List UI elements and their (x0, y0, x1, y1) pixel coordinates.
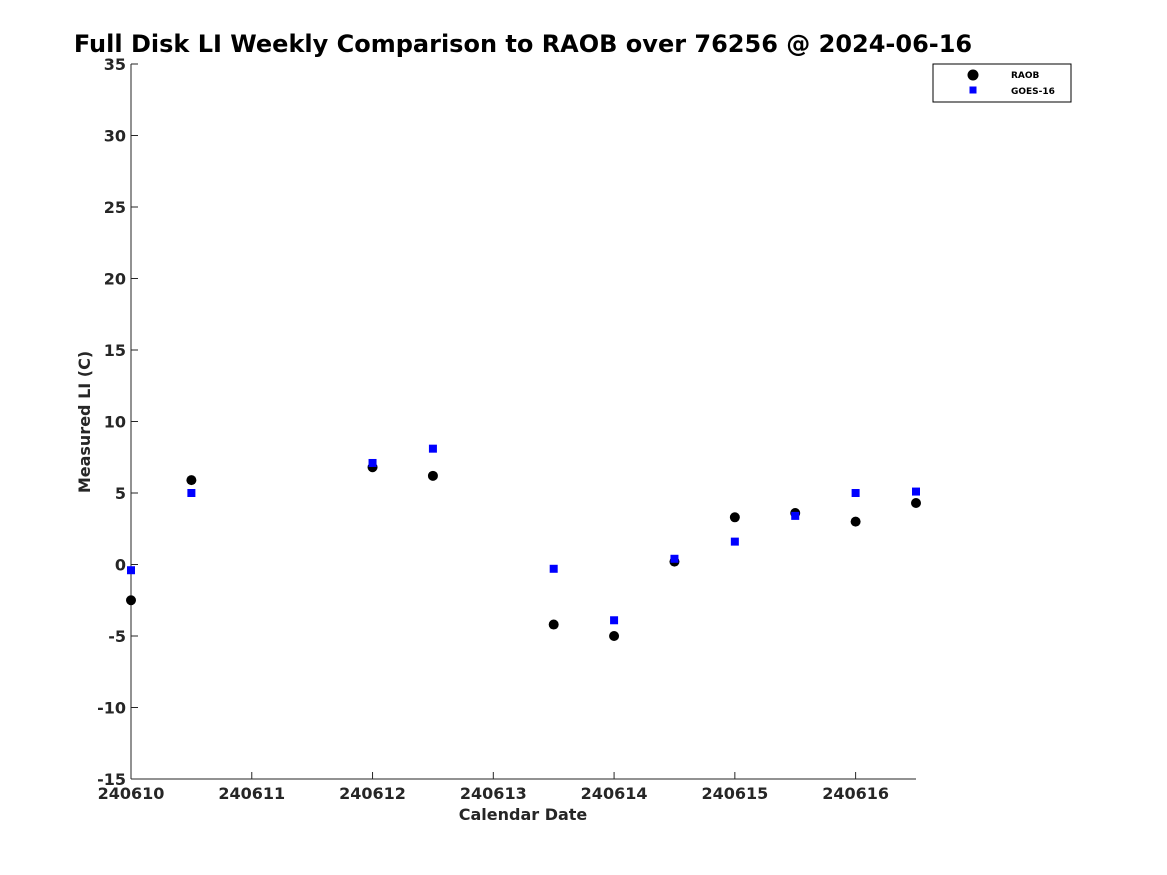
goes-16-point (730, 537, 739, 546)
y-tick-label: -10 (97, 699, 126, 718)
x-tick-label: 240610 (98, 784, 165, 803)
series-goes-16 (127, 444, 920, 625)
y-tick-label: -5 (108, 627, 126, 646)
y-tick-label: 5 (115, 484, 126, 503)
legend-label-raob: RAOB (1011, 71, 1040, 81)
goes-16-point (912, 487, 920, 496)
goes-16-point (851, 489, 860, 497)
x-tick-label: 240613 (460, 784, 527, 803)
raob-point (126, 595, 136, 606)
goes-16-point (670, 554, 679, 563)
x-axis-label: Calendar Date (459, 805, 588, 824)
raob-point (911, 498, 921, 509)
goes-16-point (549, 564, 558, 573)
data-points (126, 444, 921, 641)
y-tick-label: 0 (115, 556, 126, 575)
x-tick-label: 240611 (218, 784, 285, 803)
goes-16-point (127, 566, 135, 575)
x-tick-label: 240616 (822, 784, 889, 803)
y-tick-label: -15 (97, 770, 126, 789)
raob-point (548, 619, 559, 630)
x-tick-label: 240614 (581, 784, 648, 803)
legend-marker-raob (967, 69, 979, 81)
series-raob (126, 462, 921, 641)
x-axis-ticks: 240610 240611 240612 240613 240614 240615 2406… (98, 772, 889, 803)
y-tick-label: 35 (104, 55, 126, 74)
goes-16-point (610, 616, 619, 625)
goes-16-point (187, 489, 196, 497)
raob-point (729, 512, 740, 523)
y-tick-label: 20 (104, 270, 126, 289)
goes-16-point (368, 458, 377, 467)
x-tick-label: 240615 (701, 784, 768, 803)
goes-16-point (791, 511, 800, 520)
raob-point (186, 475, 197, 486)
raob-point (609, 631, 620, 641)
y-axis-ticks: 35 30 25 20 15 10 5 0 -5 -10 -15 (97, 55, 138, 789)
raob-point (850, 516, 861, 527)
raob-point (427, 470, 438, 481)
y-tick-label: 30 (104, 127, 126, 146)
legend: RAOB GOES-16 (932, 63, 1072, 103)
goes-16-point (428, 444, 437, 453)
axes (130, 64, 916, 780)
y-axis-label: Measured LI (C) (75, 351, 94, 493)
y-tick-label: 10 (104, 413, 126, 432)
y-tick-label: 15 (104, 341, 126, 360)
y-tick-label: 25 (104, 198, 126, 217)
x-tick-label: 240612 (339, 784, 406, 803)
legend-marker-goes (969, 86, 977, 94)
legend-label-goes: GOES-16 (1011, 87, 1055, 97)
legend-box (932, 63, 1072, 103)
chart-title: Full Disk LI Weekly Comparison to RAOB o… (74, 30, 972, 58)
